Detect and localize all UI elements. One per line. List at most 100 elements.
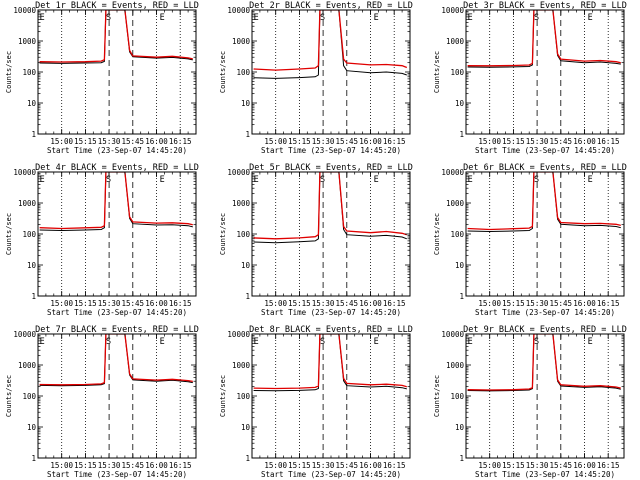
marker-label: E	[588, 175, 593, 185]
x-tick-label: 15:45	[550, 137, 573, 146]
x-tick-label: 15:15	[288, 299, 311, 308]
x-tick-label: 15:00	[50, 299, 73, 308]
marker-label: S	[320, 337, 325, 347]
y-tick-label: 10	[241, 261, 251, 270]
y-tick-label: 10	[241, 423, 251, 432]
y-tick-label: 10000	[227, 6, 250, 15]
chart-panel: Det 7r BLACK = Events, RED = LLD E S E 1 10 10…	[5, 325, 199, 479]
y-tick-label: 1	[459, 454, 464, 463]
y-tick-label: 1000	[18, 37, 37, 46]
y-tick-label: 1	[459, 130, 464, 139]
chart-title: Det 3r BLACK = Events, RED = LLD	[463, 1, 627, 11]
x-tick-label: 16:00	[359, 299, 382, 308]
x-tick-label: 15:30	[526, 137, 549, 146]
lld-series-line	[39, 334, 193, 386]
x-tick-label: 16:00	[359, 461, 382, 470]
events-series-line	[467, 172, 621, 233]
x-axis-label: Start Time (23-Sep-07 14:45:20)	[475, 308, 615, 317]
marker-label: E	[254, 13, 259, 23]
x-tick-label: 15:15	[74, 299, 97, 308]
marker-label: E	[40, 13, 45, 23]
x-axis-label: Start Time (23-Sep-07 14:45:20)	[475, 146, 615, 155]
y-tick-label: 10	[455, 261, 465, 270]
x-tick-label: 16:15	[597, 299, 620, 308]
x-tick-label: 15:45	[336, 137, 359, 146]
chart-title: Det 6r BLACK = Events, RED = LLD	[463, 163, 627, 173]
x-tick-label: 15:15	[74, 137, 97, 146]
x-tick-label: 15:00	[478, 461, 501, 470]
x-tick-label: 15:15	[502, 461, 525, 470]
x-tick-label: 15:45	[336, 461, 359, 470]
y-tick-label: 10	[455, 423, 465, 432]
marker-label: S	[320, 175, 325, 185]
x-tick-label: 15:15	[74, 461, 97, 470]
x-tick-label: 16:15	[383, 461, 406, 470]
x-axis-label: Start Time (23-Sep-07 14:45:20)	[47, 308, 187, 317]
events-series-line	[467, 334, 621, 392]
marker-label: S	[106, 337, 111, 347]
y-tick-label: 100	[236, 68, 250, 77]
y-axis-label: Counts/sec	[5, 51, 13, 93]
chart-panel: Det 5r BLACK = Events, RED = LLD E S E 1 10 10…	[219, 163, 413, 317]
marker-label: E	[160, 337, 165, 347]
lld-series-line	[467, 10, 621, 67]
y-tick-label: 1000	[446, 37, 465, 46]
marker-label: E	[588, 13, 593, 23]
y-axis-label: Counts/sec	[5, 213, 13, 255]
y-tick-label: 1	[245, 130, 250, 139]
x-tick-label: 15:00	[264, 299, 287, 308]
x-tick-label: 16:00	[145, 461, 168, 470]
chart-title: Det 5r BLACK = Events, RED = LLD	[249, 163, 413, 173]
x-tick-label: 15:45	[122, 461, 145, 470]
x-tick-label: 15:30	[98, 137, 121, 146]
chart-title: Det 7r BLACK = Events, RED = LLD	[35, 325, 199, 335]
y-axis-label: Counts/sec	[433, 375, 441, 417]
y-tick-label: 10	[27, 99, 37, 108]
events-series-line	[39, 334, 193, 387]
y-tick-label: 10000	[13, 6, 36, 15]
y-axis-label: Counts/sec	[433, 51, 441, 93]
x-tick-label: 15:45	[550, 461, 573, 470]
marker-label: E	[588, 337, 593, 347]
events-series-line	[253, 172, 407, 244]
x-tick-label: 15:30	[312, 461, 335, 470]
x-tick-label: 16:00	[145, 137, 168, 146]
x-tick-label: 15:30	[98, 461, 121, 470]
lld-series-line	[253, 334, 407, 390]
y-tick-label: 1	[459, 292, 464, 301]
marker-label: E	[254, 337, 259, 347]
x-tick-label: 16:00	[573, 461, 596, 470]
chart-title: Det 9r BLACK = Events, RED = LLD	[463, 325, 627, 335]
y-tick-label: 10000	[441, 330, 464, 339]
lld-series-line	[39, 172, 193, 230]
marker-label: E	[40, 175, 45, 185]
y-axis-label: Counts/sec	[219, 375, 227, 417]
marker-label: E	[374, 175, 379, 185]
y-axis-label: Counts/sec	[5, 375, 13, 417]
y-tick-label: 10	[241, 99, 251, 108]
marker-label: S	[106, 175, 111, 185]
marker-label: E	[160, 13, 165, 23]
lld-series-line	[253, 10, 408, 71]
chart-panel: Det 1r BLACK = Events, RED = LLD E S E 1 10 10…	[5, 1, 199, 155]
x-tick-label: 15:30	[526, 461, 549, 470]
y-tick-label: 1000	[446, 199, 465, 208]
lld-series-line	[39, 10, 193, 63]
y-tick-label: 1	[245, 454, 250, 463]
x-axis-label: Start Time (23-Sep-07 14:45:20)	[47, 146, 187, 155]
marker-label: S	[320, 13, 325, 23]
x-tick-label: 16:00	[573, 137, 596, 146]
x-tick-label: 15:45	[122, 299, 145, 308]
x-tick-label: 15:45	[122, 137, 145, 146]
x-tick-label: 15:00	[478, 137, 501, 146]
x-axis-label: Start Time (23-Sep-07 14:45:20)	[261, 308, 401, 317]
x-tick-label: 16:15	[169, 299, 192, 308]
x-axis-label: Start Time (23-Sep-07 14:45:20)	[47, 470, 187, 479]
lld-series-line	[253, 172, 407, 240]
x-tick-label: 15:15	[288, 137, 311, 146]
x-tick-label: 15:30	[526, 299, 549, 308]
events-series-line	[467, 10, 621, 68]
y-tick-label: 10000	[227, 330, 250, 339]
marker-label: S	[534, 175, 539, 185]
